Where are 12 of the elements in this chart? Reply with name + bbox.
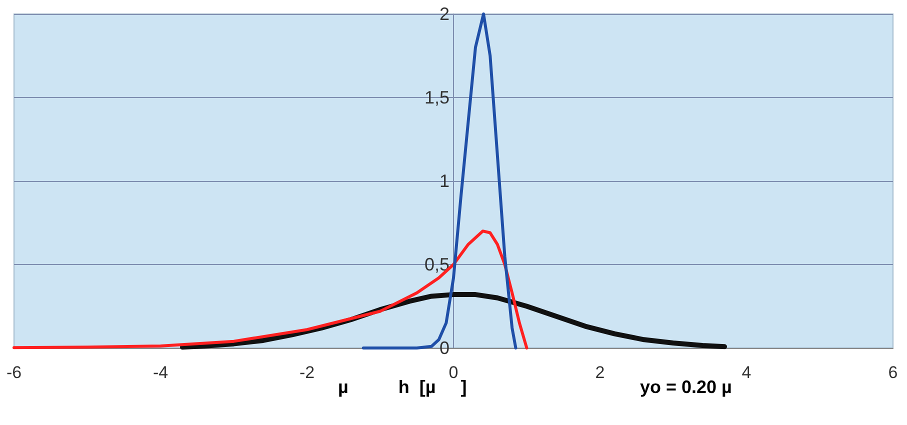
x-tick-label: -6: [6, 363, 22, 382]
x-tick-label: 6: [888, 363, 898, 382]
y-tick-label: 1: [439, 171, 450, 191]
x-tick-label: 4: [742, 363, 752, 382]
x-tick-label: -2: [299, 363, 315, 382]
x-tick-label: 2: [595, 363, 605, 382]
y-tick-label: 1,5: [424, 88, 450, 108]
x-axis-title: µ h [µ ]: [338, 377, 467, 397]
x-tick-label: -4: [152, 363, 168, 382]
y-tick-label: 2: [439, 4, 450, 24]
text: yo = 0.20 µ: [640, 377, 732, 397]
y-tick-label: 0,5: [424, 254, 450, 274]
